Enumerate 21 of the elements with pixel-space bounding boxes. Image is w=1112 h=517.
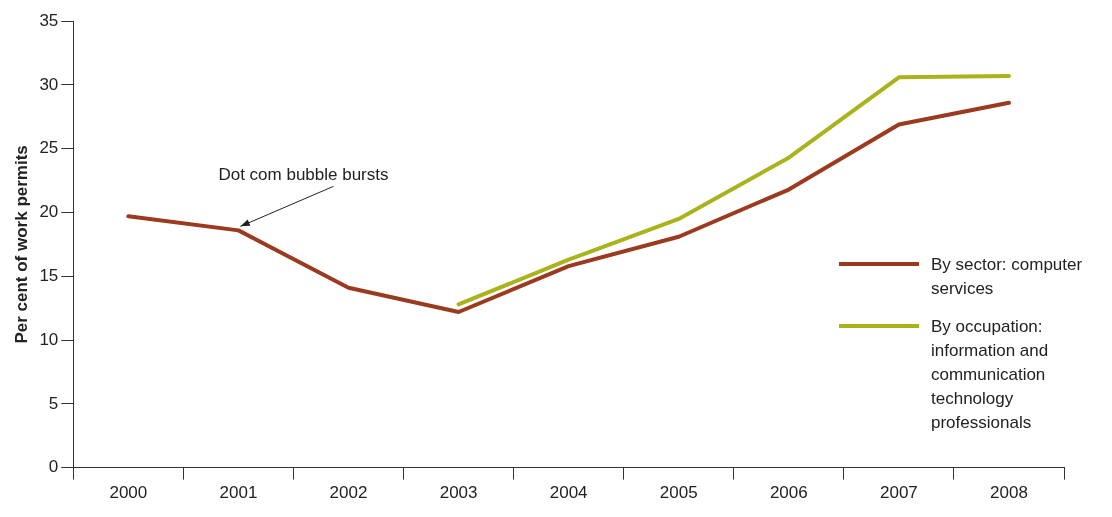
y-axis-title: Per cent of work permits	[11, 145, 31, 344]
x-tick-label: 2002	[329, 483, 368, 503]
annotation: Dot com bubble bursts	[218, 165, 389, 185]
y-tick-label: 20	[39, 202, 59, 222]
y-tick-label: 35	[39, 10, 59, 30]
y-tick-label: 5	[48, 393, 59, 413]
x-tick-label: 2006	[769, 483, 808, 503]
legend-label: By sector: computer services	[931, 254, 1084, 300]
x-tick-label: 2007	[879, 483, 918, 503]
legend-label: By occupation: information and communication technology professionals	[931, 316, 1050, 434]
y-tick-label: 0	[48, 457, 59, 477]
y-tick-label: 25	[39, 138, 59, 158]
x-tick-label: 2001	[219, 483, 258, 503]
x-tick-label: 2003	[439, 483, 478, 503]
x-tick-label: 2004	[549, 483, 588, 503]
x-tick-label: 2008	[990, 483, 1028, 503]
x-tick-label: 2005	[659, 483, 698, 503]
y-tick-label: 30	[39, 74, 59, 94]
y-tick-label: 15	[39, 265, 59, 285]
y-tick-label: 10	[39, 329, 59, 349]
x-tick-label: 2000	[109, 483, 148, 503]
